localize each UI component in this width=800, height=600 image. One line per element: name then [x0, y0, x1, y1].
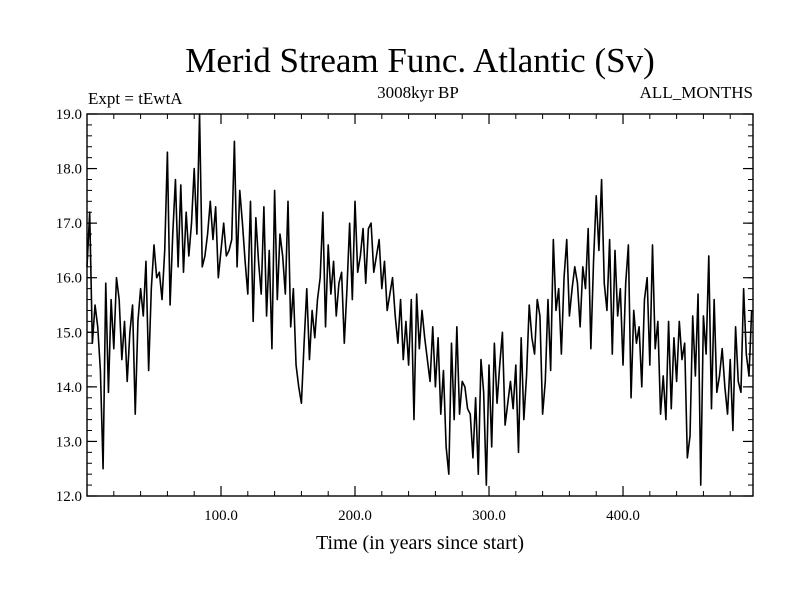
y-tick-label: 12.0: [56, 489, 82, 505]
x-tick-label: 300.0: [472, 508, 506, 524]
x-tick-label: 100.0: [204, 508, 238, 524]
data-series-line: [86, 113, 753, 486]
y-tick-label: 13.0: [56, 434, 82, 450]
months-label: ALL_MONTHS: [640, 83, 753, 102]
x-tick-label: 200.0: [338, 508, 372, 524]
chart-title: Merid Stream Func. Atlantic (Sv): [185, 41, 655, 80]
period-label: 3008kyr BP: [377, 83, 459, 102]
y-tick-label: 14.0: [56, 380, 82, 396]
experiment-label: Expt = tEwtA: [88, 89, 183, 108]
y-tick-label: 18.0: [56, 162, 82, 178]
plot-area-frame: [86, 113, 754, 497]
y-tick-label: 17.0: [56, 216, 82, 232]
y-tick-label: 16.0: [56, 271, 82, 287]
y-axis: 12.0 13.0 14.0 15.0 16.0 17.0 18.0 19.0: [56, 107, 753, 505]
y-tick-label: 19.0: [56, 107, 82, 123]
x-tick-label: 400.0: [606, 508, 640, 524]
x-axis: 100.0 200.0 300.0 400.0: [113, 114, 731, 524]
x-axis-label: Time (in years since start): [316, 532, 524, 554]
y-tick-label: 15.0: [56, 325, 82, 341]
